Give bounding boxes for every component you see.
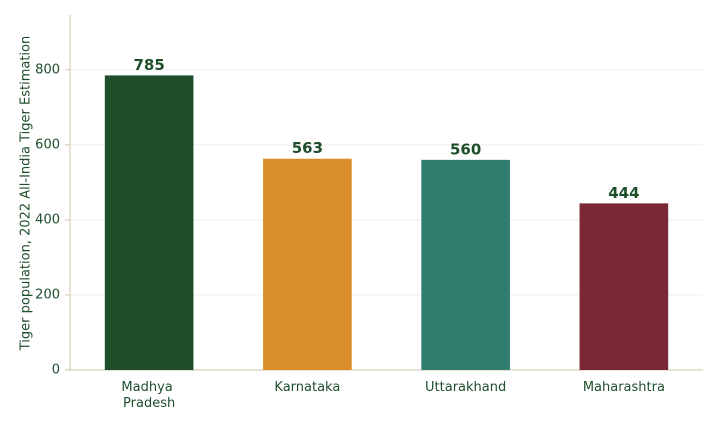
y-tick-label: 800 <box>35 62 60 77</box>
y-tick-label: 0 <box>52 363 60 378</box>
x-tick-label: Uttarakhand <box>425 380 506 395</box>
value-label: 785 <box>133 56 164 74</box>
value-label: 563 <box>292 139 323 157</box>
x-tick-label: Maharashtra <box>583 380 665 395</box>
y-axis-label: Tiger population, 2022 All-India Tiger E… <box>19 36 34 352</box>
bar <box>421 159 510 370</box>
value-label: 444 <box>608 184 639 202</box>
value-label: 560 <box>450 140 481 158</box>
y-tick-label: 600 <box>35 137 60 152</box>
bar <box>104 75 194 371</box>
bar <box>263 158 352 370</box>
y-tick-label: 400 <box>35 212 60 227</box>
x-tick-label: Karnataka <box>274 380 340 395</box>
bar <box>579 203 669 370</box>
x-tick-label: Madhya Pradesh <box>121 380 176 411</box>
y-tick-label: 200 <box>35 287 60 302</box>
